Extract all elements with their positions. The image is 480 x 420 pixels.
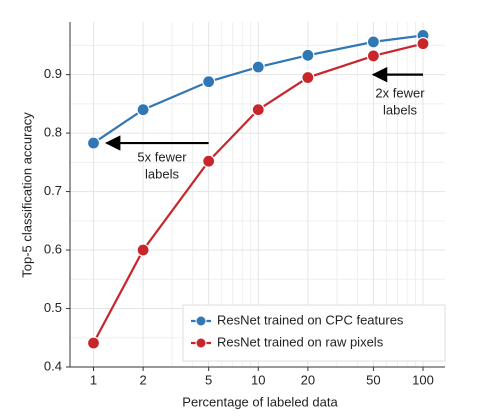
y-tick-label: 0.6 bbox=[44, 241, 62, 256]
data-point bbox=[301, 48, 315, 62]
x-axis-label: Percentage of labeled data bbox=[182, 394, 338, 409]
legend-box bbox=[182, 304, 446, 362]
data-point bbox=[86, 136, 101, 150]
data-point bbox=[136, 243, 150, 257]
annotation-text: labels bbox=[383, 102, 417, 117]
y-tick-label: 0.5 bbox=[44, 300, 62, 315]
annotation-text: 2x fewer bbox=[375, 85, 425, 100]
x-tick-label: 5 bbox=[205, 372, 212, 387]
data-point bbox=[251, 60, 265, 74]
legend-label: ResNet trained on raw pixels bbox=[217, 334, 384, 349]
x-tick-label: 100 bbox=[412, 372, 434, 387]
x-tick-label: 20 bbox=[301, 372, 315, 387]
y-tick-label: 0.9 bbox=[44, 66, 62, 81]
data-point bbox=[366, 35, 381, 49]
data-point bbox=[251, 103, 265, 117]
x-tick-label: 1 bbox=[90, 372, 97, 387]
data-point bbox=[136, 103, 150, 117]
x-tick-label: 10 bbox=[251, 372, 265, 387]
legend-label: ResNet trained on CPC features bbox=[217, 312, 404, 327]
legend-marker bbox=[195, 337, 207, 349]
data-point bbox=[86, 336, 101, 350]
annotation-text: 5x fewer bbox=[137, 149, 187, 164]
data-point bbox=[202, 75, 216, 89]
data-point bbox=[416, 37, 430, 51]
y-tick-label: 0.7 bbox=[44, 183, 62, 198]
y-axis-label: Top-5 classification accuracy bbox=[19, 112, 34, 278]
x-tick-label: 2 bbox=[139, 372, 146, 387]
x-tick-label: 50 bbox=[366, 372, 380, 387]
legend-marker bbox=[195, 315, 207, 327]
annotation-text: labels bbox=[145, 166, 179, 181]
data-point bbox=[366, 49, 381, 63]
data-point bbox=[301, 70, 315, 85]
y-tick-label: 0.8 bbox=[44, 125, 62, 140]
legend: ResNet trained on CPC features ResNet tra… bbox=[182, 304, 446, 362]
data-point bbox=[202, 154, 216, 168]
y-tick-label: 0.4 bbox=[44, 358, 62, 373]
